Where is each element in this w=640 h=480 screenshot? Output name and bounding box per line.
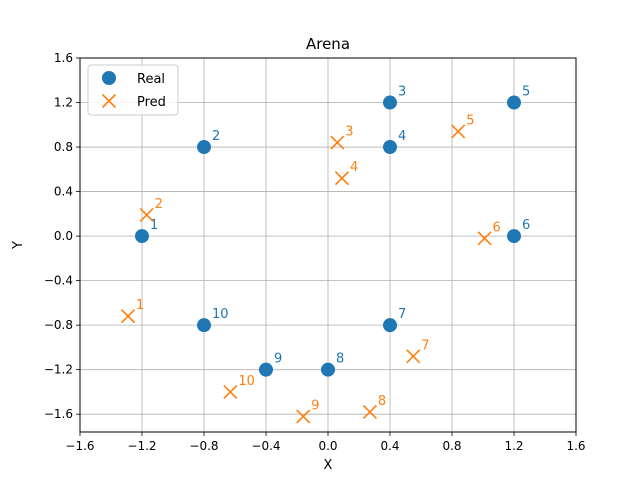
- real-point: [259, 362, 273, 377]
- x-tick-label: 0.0: [318, 439, 337, 453]
- pred-point: [296, 409, 311, 424]
- x-tick-label: 0.8: [442, 439, 461, 453]
- y-tick-label: −0.8: [44, 318, 73, 332]
- real-point-label: 7: [398, 307, 406, 322]
- pred-point: [334, 171, 350, 186]
- x-axis-label: X: [324, 458, 333, 473]
- real-point: [507, 95, 521, 110]
- pred-point: [406, 349, 421, 364]
- real-point: [135, 229, 149, 244]
- real-point-label: 6: [522, 218, 530, 233]
- x-tick-label: −0.8: [189, 439, 218, 453]
- pred-point-label: 5: [466, 113, 474, 128]
- pred-point-label: 2: [155, 197, 163, 212]
- legend-marker-pred: [101, 93, 117, 109]
- pred-point-label: 4: [350, 160, 358, 175]
- y-tick-label: 1.6: [54, 51, 73, 65]
- data-points: 1 2 3 4 5 6 7 8 9 10 1 2 3 4 5 6 7 8 9 10: [120, 85, 530, 424]
- pred-point: [330, 135, 345, 150]
- pred-point-label: 7: [421, 338, 429, 353]
- real-point-label: 2: [212, 129, 220, 144]
- real-point-label: 3: [398, 85, 406, 100]
- pred-point-label: 3: [345, 125, 353, 140]
- pred-point-label: 6: [493, 220, 501, 235]
- pred-point: [477, 231, 492, 246]
- real-point: [197, 140, 211, 155]
- pred-point-label: 9: [311, 398, 319, 413]
- pred-point: [362, 404, 377, 420]
- real-point-label: 9: [274, 352, 282, 367]
- chart-title: Arena: [306, 35, 350, 53]
- y-tick-label: 0.4: [54, 185, 73, 199]
- x-tick-label: −1.2: [127, 439, 156, 453]
- pred-point: [139, 207, 154, 223]
- series-pred: 1 2 3 4 5 6 7 8 9 10: [120, 113, 501, 424]
- real-point: [321, 362, 335, 377]
- real-point-label: 5: [522, 85, 530, 100]
- y-tick-label: 0.8: [54, 140, 73, 154]
- legend: Real Pred: [87, 64, 179, 116]
- pred-point: [120, 309, 136, 324]
- y-tick-label: −1.2: [44, 363, 73, 377]
- real-point: [507, 229, 521, 244]
- pred-point: [223, 384, 238, 399]
- pred-point-label: 8: [378, 394, 386, 409]
- legend-label-real: Real: [137, 72, 165, 87]
- y-tick-label: −1.6: [44, 407, 73, 421]
- real-point-label: 8: [336, 352, 344, 367]
- real-point-label: 4: [398, 129, 406, 144]
- y-tick-label: 0.0: [54, 229, 73, 243]
- x-tick-label: 0.4: [380, 439, 399, 453]
- y-tick-label: −0.4: [44, 274, 73, 288]
- legend-marker-real: [102, 71, 116, 85]
- x-tick-label: −0.4: [251, 439, 280, 453]
- real-point: [383, 140, 397, 155]
- axis-ticks: −1.6 −1.2 −0.8 −0.4 0.0 0.4 0.8 1.2 1.6 −1.6 −1.2 −…: [44, 51, 586, 453]
- x-tick-label: 1.2: [504, 439, 523, 453]
- pred-point-label: 1: [136, 298, 144, 313]
- y-tick-label: 1.2: [54, 96, 73, 110]
- real-point: [383, 318, 397, 333]
- real-point: [197, 318, 211, 333]
- x-tick-label: 1.6: [566, 439, 585, 453]
- pred-point: [451, 124, 466, 139]
- real-point-label: 10: [212, 307, 229, 322]
- series-real: 1 2 3 4 5 6 7 8 9 10: [135, 85, 530, 377]
- y-axis-label: Y: [11, 241, 26, 250]
- pred-point-label: 10: [238, 374, 255, 389]
- real-point: [383, 95, 397, 110]
- x-tick-label: −1.6: [65, 439, 94, 453]
- real-point-label: 1: [150, 218, 158, 233]
- legend-label-pred: Pred: [137, 95, 166, 110]
